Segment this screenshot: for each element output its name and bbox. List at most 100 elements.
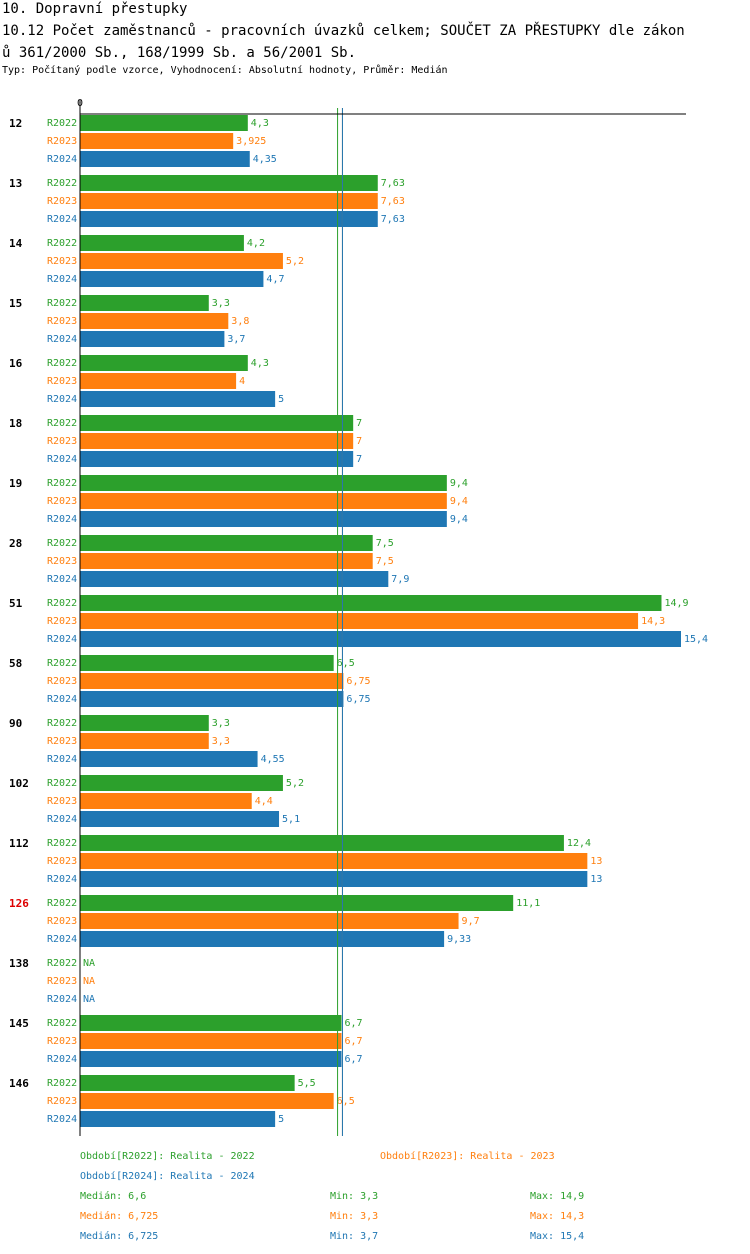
chart-subtitle: 10.12 Počet zaměstnanců - pracovních úva…: [2, 20, 685, 64]
category-label: 18: [9, 417, 22, 430]
value-label: NA: [83, 958, 95, 969]
series-label: R2023: [47, 1096, 77, 1107]
bar: [80, 853, 588, 869]
value-label: 6,5: [337, 1096, 355, 1107]
category-label: 146: [9, 1077, 29, 1090]
bar: [80, 391, 276, 407]
value-label: 4,2: [247, 238, 265, 249]
page-title: 10. Dopravní přestupky: [2, 1, 188, 17]
legend-min-r2022: Min: 3,3: [330, 1191, 379, 1202]
legend-min-r2023: Min: 3,3: [330, 1211, 379, 1222]
series-label: R2022: [47, 838, 77, 849]
category-label: 126: [9, 897, 29, 910]
series-label: R2022: [47, 778, 77, 789]
bar: [80, 871, 588, 887]
bar: [80, 691, 344, 707]
series-label: R2023: [47, 916, 77, 927]
series-label: R2024: [47, 874, 77, 885]
series-label: R2024: [47, 154, 77, 165]
legend-median-r2024: Medián: 6,725: [80, 1231, 159, 1242]
value-label: 3,3: [212, 718, 230, 729]
value-label: 4,55: [261, 754, 285, 765]
bar: [80, 133, 234, 149]
value-label: 6,5: [337, 658, 355, 669]
bar: [80, 895, 514, 911]
series-label: R2023: [47, 616, 77, 627]
category-label: 58: [9, 657, 22, 670]
series-label: R2023: [47, 196, 77, 207]
value-label: 3,3: [212, 298, 230, 309]
legend-median-r2022: Medián: 6,6: [80, 1191, 147, 1202]
category-label: 138: [9, 957, 29, 970]
series-label: R2022: [47, 238, 77, 249]
bar: [80, 373, 237, 389]
bar: [80, 415, 354, 431]
value-label: 9,4: [450, 514, 468, 525]
bar: [80, 835, 564, 851]
value-label: 4,3: [251, 358, 269, 369]
value-label: 4,3: [251, 118, 269, 129]
bar: [80, 511, 447, 527]
value-label: 15,4: [684, 634, 708, 645]
bar: [80, 751, 258, 767]
chart-subtitle-line2: ů 361/2000 Sb., 168/1999 Sb. a 56/2001 S…: [2, 45, 357, 61]
value-label: 5: [278, 1114, 284, 1125]
series-label: R2023: [47, 796, 77, 807]
value-label: 5,5: [298, 1078, 316, 1089]
series-label: R2023: [47, 376, 77, 387]
bar: [80, 475, 447, 491]
category-label: 13: [9, 177, 22, 190]
series-label: R2022: [47, 598, 77, 609]
chart-type-info: Typ: Počítaný podle vzorce, Vyhodnocení:…: [2, 65, 448, 76]
bar: [80, 613, 639, 629]
category-label: 28: [9, 537, 22, 550]
bar: [80, 235, 244, 251]
category-label: 19: [9, 477, 22, 490]
value-label: 3,7: [227, 334, 245, 345]
bar: [80, 571, 389, 587]
bar: [80, 271, 264, 287]
series-label: R2024: [47, 634, 77, 645]
value-label: 3,3: [212, 736, 230, 747]
bar: [80, 1015, 342, 1031]
series-label: R2024: [47, 334, 77, 345]
series-label: R2022: [47, 898, 77, 909]
legend-max-r2023: Max: 14,3: [530, 1211, 585, 1222]
series-label: R2023: [47, 736, 77, 747]
bar: [80, 493, 447, 509]
value-label: 3,925: [236, 136, 266, 147]
value-label: 7: [356, 418, 362, 429]
series-label: R2024: [47, 1054, 77, 1065]
value-label: 11,1: [516, 898, 540, 909]
value-label: 5: [278, 394, 284, 405]
series-label: R2022: [47, 298, 77, 309]
value-label: 4,7: [266, 274, 284, 285]
series-label: R2022: [47, 658, 77, 669]
value-label: 3,8: [231, 316, 249, 327]
category-label: 145: [9, 1017, 29, 1030]
series-label: R2023: [47, 856, 77, 867]
value-label: 7: [356, 436, 362, 447]
bar: [80, 253, 283, 269]
value-label: 4,35: [253, 154, 277, 165]
value-label: 6,7: [344, 1054, 362, 1065]
series-label: R2023: [47, 556, 77, 567]
value-label: 6,7: [344, 1018, 362, 1029]
category-label: 12: [9, 117, 22, 130]
bar: [80, 211, 378, 227]
value-label: 9,7: [462, 916, 480, 927]
series-label: R2024: [47, 514, 77, 525]
series-label: R2024: [47, 694, 77, 705]
value-label: 13: [590, 856, 602, 867]
value-label: 5,2: [286, 778, 304, 789]
series-label: R2024: [47, 274, 77, 285]
bar: [80, 355, 248, 371]
series-label: R2023: [47, 676, 77, 687]
bar: [80, 1075, 295, 1091]
value-label: 5,2: [286, 256, 304, 267]
bar: [80, 715, 209, 731]
category-label: 51: [9, 597, 23, 610]
bar: [80, 175, 378, 191]
bar: [80, 553, 373, 569]
bar: [80, 115, 248, 131]
